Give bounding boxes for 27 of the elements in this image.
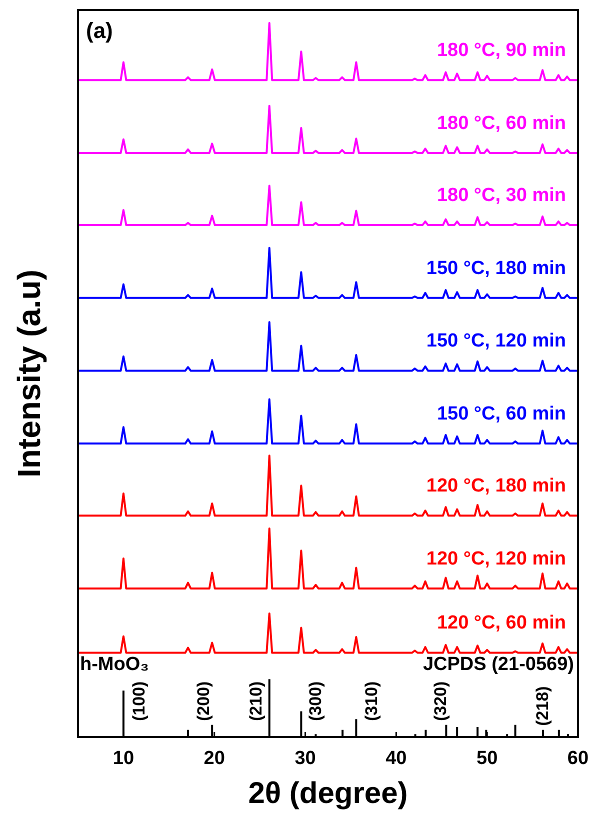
annotation: (218)	[533, 686, 552, 726]
series-label: 150 °C, 180 min	[426, 258, 566, 279]
series-label: 120 °C, 180 min	[426, 476, 566, 497]
x-tick-label: 40	[386, 748, 407, 769]
series-label: 120 °C, 120 min	[426, 548, 566, 570]
series-label: 180 °C, 30 min	[436, 185, 566, 206]
series-label: 120 °C, 60 min	[436, 612, 566, 634]
x-tick-label: 10	[112, 748, 134, 769]
annotation: (320)	[431, 681, 450, 721]
series-label: 150 °C, 120 min	[426, 330, 566, 352]
x-tick-label: 50	[476, 748, 498, 769]
annotation: JCPDS (21-0569)	[422, 654, 574, 675]
annotation: (100)	[129, 681, 148, 721]
annotation: h-MoO₃	[80, 654, 149, 675]
x-tick-label: 30	[294, 748, 316, 769]
annotation: (a)	[86, 18, 113, 43]
series-label: 180 °C, 90 min	[436, 40, 566, 62]
series-label: 180 °C, 60 min	[436, 112, 566, 134]
annotation: (310)	[362, 681, 382, 721]
series-label: 150 °C, 60 min	[436, 404, 566, 425]
annotation: (200)	[194, 681, 214, 721]
x-tick-label: 20	[204, 748, 225, 769]
y-axis-title: Intensity (a.u)	[11, 269, 47, 478]
x-axis-title: 2θ (degree)	[248, 777, 408, 810]
annotation: (210)	[246, 681, 266, 721]
x-tick-label: 60	[567, 748, 589, 769]
annotation: (300)	[306, 681, 326, 721]
